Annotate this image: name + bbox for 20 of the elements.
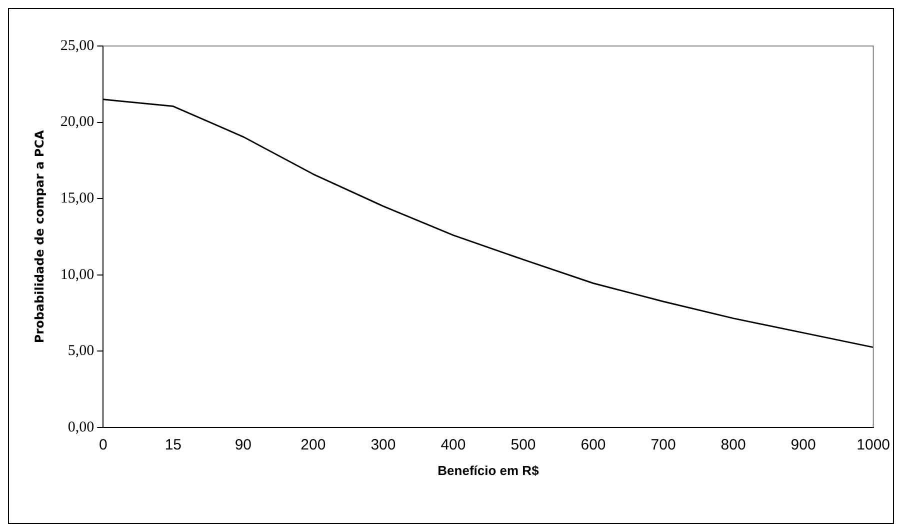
y-tick-label: 5,00 [68, 343, 94, 360]
x-tick-label: 90 [234, 436, 252, 454]
x-tick-label: 200 [300, 436, 326, 454]
y-tick-label: 15,00 [60, 190, 94, 206]
x-tick-label: 900 [790, 436, 816, 454]
y-tick-label: 25,00 [60, 38, 94, 54]
y-tick-label: 10,00 [60, 266, 94, 283]
x-tick-label: 400 [440, 436, 466, 454]
x-tick-label: 700 [650, 436, 676, 454]
y-tick-label: 0,00 [68, 419, 94, 436]
x-tick-label: 300 [370, 436, 396, 454]
x-tick-label: 15 [164, 436, 182, 454]
x-tick-label: 800 [720, 436, 746, 454]
x-tick-label: 500 [510, 436, 536, 454]
x-tick-label: 0 [98, 436, 108, 454]
y-axis-title: Probabilidade de compar a PCA [32, 130, 46, 344]
y-tick-label: 20,00 [60, 114, 94, 130]
x-axis-title: Benefício em R$ [438, 462, 540, 478]
x-tick-label: 1000 [856, 436, 890, 454]
x-tick-label: 600 [580, 436, 606, 454]
